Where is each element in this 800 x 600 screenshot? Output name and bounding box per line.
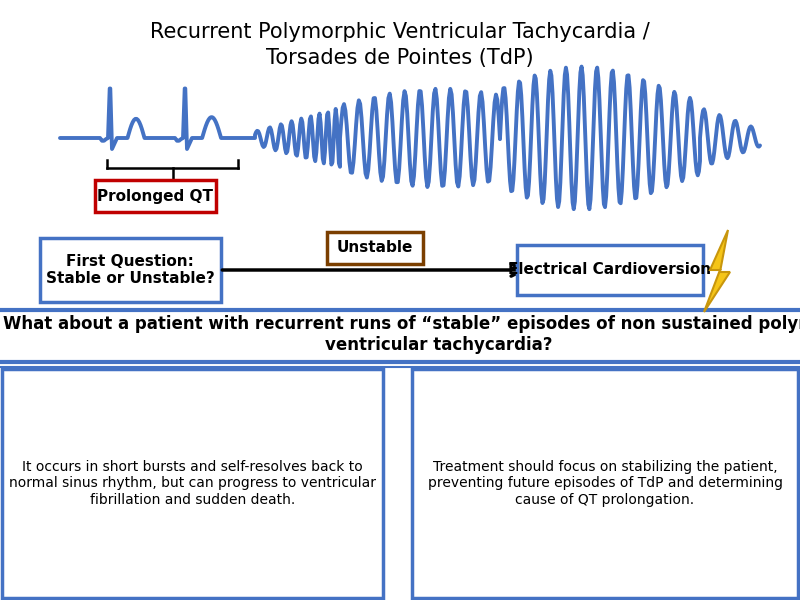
Text: Recurrent Polymorphic Ventricular Tachycardia /
Torsades de Pointes (TdP): Recurrent Polymorphic Ventricular Tachyc… [150,22,650,68]
FancyBboxPatch shape [412,369,798,598]
Text: Unstable: Unstable [337,241,413,256]
FancyBboxPatch shape [326,232,422,264]
Text: Treatment should focus on stabilizing the patient,
preventing future episodes of: Treatment should focus on stabilizing th… [427,460,782,506]
FancyBboxPatch shape [2,369,383,598]
Text: First Question:
Stable or Unstable?: First Question: Stable or Unstable? [46,254,214,286]
FancyBboxPatch shape [94,180,215,212]
Text: Prolonged QT: Prolonged QT [97,188,213,203]
FancyBboxPatch shape [517,245,703,295]
Polygon shape [704,230,730,312]
FancyBboxPatch shape [39,238,221,302]
Text: It occurs in short bursts and self-resolves back to
normal sinus rhythm, but can: It occurs in short bursts and self-resol… [9,460,376,506]
Text: What about a patient with recurrent runs of “stable” episodes of non sustained p: What about a patient with recurrent runs… [3,315,800,354]
Text: Electrical Cardioversion: Electrical Cardioversion [509,263,711,277]
